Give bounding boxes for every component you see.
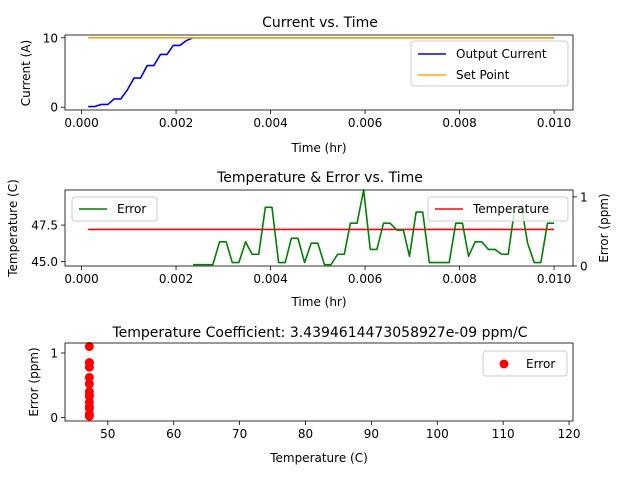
x-tick-label: 0.010 (537, 272, 571, 286)
plot-series (88, 189, 555, 266)
plot-series (84, 342, 94, 421)
x-tick-label: 0.000 (64, 116, 98, 130)
x-tick-label: 50 (100, 427, 115, 441)
series-line-error (193, 189, 555, 266)
plot-frame (64, 189, 574, 267)
chart-title: Temperature Coefficient: 3.4394614473058… (111, 325, 527, 341)
y-axis-left: 45.0 47.5 (31, 219, 65, 269)
x-axis-label: Time (hr) (290, 295, 346, 309)
y2-tick-label: 0 (580, 260, 588, 274)
y2-tick-label: 1 (580, 190, 588, 204)
plot-series (88, 36, 555, 108)
x-tick-label: 110 (492, 427, 515, 441)
x-tick-label: 0.008 (442, 272, 476, 286)
x-tick-label: 0.004 (253, 272, 287, 286)
plot-frame (64, 34, 574, 111)
y-axis: 0 10 (43, 31, 65, 115)
legend-label-temperature: Temperature (472, 202, 549, 216)
current-chart: Current vs. Time 0.000 0.002 0.004 0.006 0.0… (19, 15, 574, 155)
legend-box (71, 196, 158, 222)
x-tick-label: 0.010 (537, 116, 571, 130)
legend-label-set-point: Set Point (456, 68, 510, 82)
y2-axis-label: Error (ppm) (597, 193, 611, 262)
legend-label-output-current: Output Current (456, 47, 547, 61)
x-tick-label: 0.002 (159, 272, 193, 286)
x-tick-label: 90 (364, 427, 379, 441)
data-point (84, 372, 94, 382)
temperature-coefficient-chart: Temperature Coefficient: 3.4394614473058… (27, 325, 580, 465)
x-tick-label: 100 (426, 427, 449, 441)
x-tick-label: 0.006 (348, 272, 382, 286)
chart-title: Current vs. Time (262, 15, 378, 31)
legend-swatch-error (499, 359, 509, 369)
temperature-error-chart: Temperature & Error vs. Time 0.000 0.002 0… (6, 170, 611, 309)
x-axis: 0.000 0.002 0.004 0.006 0.008 0.010 (64, 110, 571, 130)
data-point (84, 358, 94, 368)
x-tick-label: 70 (232, 427, 247, 441)
x-tick-label: 0.008 (442, 116, 476, 130)
y-tick-label: 47.5 (31, 219, 58, 233)
y-tick-label: 1 (50, 346, 58, 360)
legend-label-error: Error (117, 202, 146, 216)
legend: Output Current Set Point (410, 40, 569, 87)
x-tick-label: 80 (298, 427, 313, 441)
x-axis: 0.000 0.002 0.004 0.006 0.008 0.010 (64, 266, 571, 286)
legend-box (482, 350, 568, 377)
y-axis: 01 (50, 346, 65, 425)
x-tick-label: 0.004 (253, 116, 287, 130)
x-axis: 50 60 70 80 90 100 110 120 (100, 421, 580, 441)
x-tick-label: 60 (166, 427, 181, 441)
y-axis-label: Temperature (C) (6, 179, 20, 278)
legend-label-error: Error (526, 357, 555, 371)
x-tick-label: 0.006 (348, 116, 382, 130)
y-axis-right: 01 (573, 190, 588, 274)
legend-box (410, 40, 569, 87)
y-axis-label: Current (A) (19, 40, 33, 106)
data-point (84, 342, 94, 352)
x-tick-label: 0.002 (159, 116, 193, 130)
y-tick-label: 0 (50, 101, 58, 115)
legend: Error (482, 350, 568, 377)
x-tick-label: 0.000 (64, 272, 98, 286)
x-tick-label: 120 (558, 427, 581, 441)
data-point (84, 387, 94, 397)
legend-box (427, 196, 569, 222)
y-tick-label: 0 (50, 411, 58, 425)
chart-title: Temperature & Error vs. Time (216, 170, 423, 186)
y-tick-label: 10 (43, 31, 58, 45)
data-point (84, 379, 94, 389)
legend-right: Temperature (427, 196, 569, 222)
y-axis-label: Error (ppm) (27, 347, 41, 416)
plot-frame (64, 342, 574, 422)
y-tick-label: 45.0 (31, 255, 58, 269)
x-axis-label: Temperature (C) (269, 451, 368, 465)
x-axis-label: Time (hr) (290, 141, 346, 155)
legend-left: Error (71, 196, 158, 222)
